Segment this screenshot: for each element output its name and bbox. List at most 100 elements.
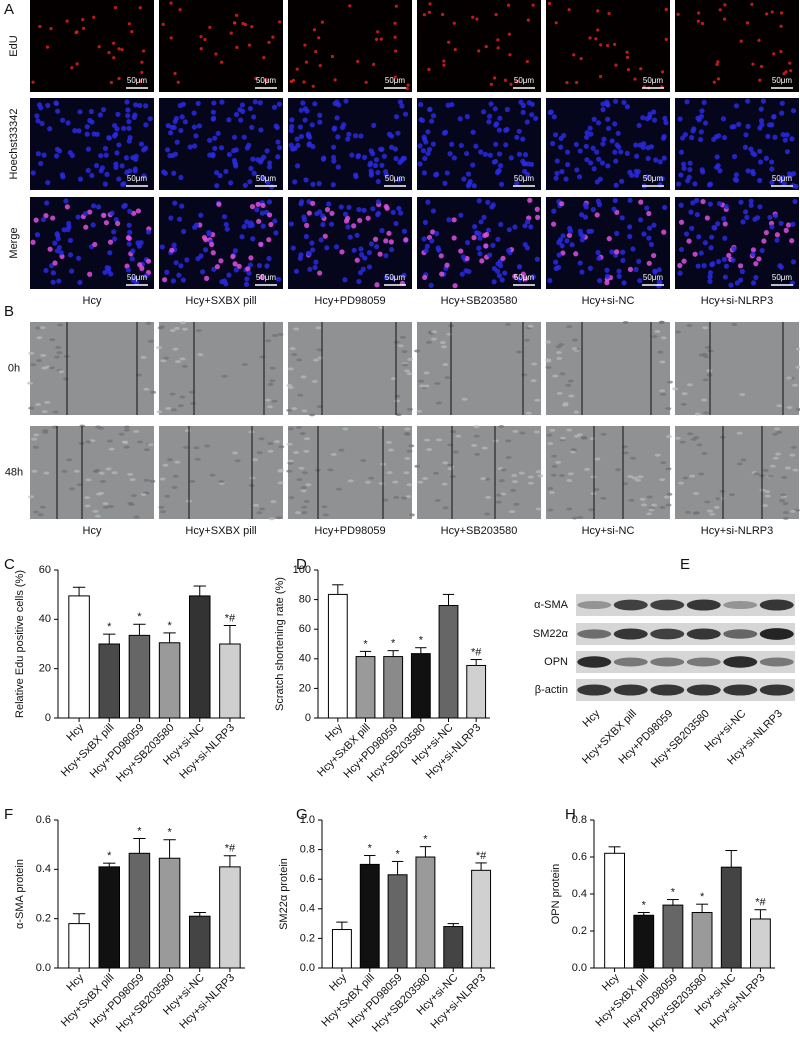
cell <box>500 468 507 472</box>
image-bg <box>159 426 283 519</box>
cell <box>471 183 477 189</box>
cell <box>426 340 433 344</box>
cell <box>681 392 688 396</box>
cell <box>611 206 617 212</box>
cell <box>559 201 565 207</box>
cell <box>393 399 400 403</box>
bar <box>604 852 626 969</box>
cell <box>295 426 302 430</box>
cell <box>296 477 303 481</box>
bar <box>691 912 713 969</box>
cell <box>189 479 196 483</box>
cell <box>676 181 682 187</box>
cell <box>85 478 92 482</box>
cell <box>694 197 700 203</box>
micrograph: 50μm <box>417 98 541 190</box>
cell <box>295 511 302 515</box>
cell <box>493 141 499 147</box>
cell <box>133 153 139 159</box>
cell <box>427 67 431 72</box>
cell <box>171 242 177 248</box>
cell <box>566 232 573 238</box>
cell <box>213 169 220 176</box>
cell <box>780 132 786 138</box>
cell <box>84 496 91 500</box>
scale-bar-label: 50μm <box>127 273 148 282</box>
cell <box>264 263 270 269</box>
cell <box>290 245 296 251</box>
cell <box>486 252 493 258</box>
cell <box>693 492 700 496</box>
blot-band <box>650 684 685 696</box>
group-label: Hcy <box>83 525 102 537</box>
cell <box>594 212 600 218</box>
cell <box>328 221 335 227</box>
cell <box>426 448 433 452</box>
cell <box>303 43 307 47</box>
cell <box>648 144 655 150</box>
cell <box>486 119 492 125</box>
cell <box>722 221 728 227</box>
cell <box>481 446 488 450</box>
cell <box>116 176 122 182</box>
cell <box>489 82 493 86</box>
cell <box>218 258 224 264</box>
cell <box>627 233 633 240</box>
cell <box>571 338 578 342</box>
y-tick-label: 0.2 <box>300 932 315 944</box>
cell <box>123 445 130 449</box>
scale-bar-label: 50μm <box>127 174 148 183</box>
x-tick-label: Hcy <box>600 971 622 993</box>
cell <box>485 495 492 499</box>
cell <box>231 134 238 140</box>
cell <box>758 118 765 124</box>
cell <box>763 229 769 236</box>
cell <box>258 437 265 441</box>
cell <box>31 469 38 473</box>
cell <box>351 223 357 229</box>
cell <box>138 141 145 147</box>
cell <box>614 230 620 237</box>
bar <box>158 857 181 969</box>
cell <box>132 112 138 118</box>
cell <box>535 470 542 474</box>
cell <box>765 133 771 139</box>
cell <box>267 449 274 453</box>
cell <box>98 168 104 174</box>
cell <box>35 118 41 124</box>
cell <box>721 256 728 262</box>
micrograph: 50μm <box>288 197 412 289</box>
blot-band <box>759 628 794 640</box>
bar <box>410 653 431 719</box>
cell <box>564 149 571 155</box>
cell <box>192 143 198 149</box>
cell <box>574 167 580 173</box>
cell <box>267 442 274 446</box>
cell <box>656 267 662 273</box>
cell <box>576 433 583 437</box>
cell <box>301 409 308 413</box>
cell <box>364 480 371 484</box>
cell <box>251 114 257 120</box>
cell <box>577 260 583 266</box>
cell <box>34 232 41 238</box>
cell <box>172 200 178 206</box>
cell <box>720 116 727 122</box>
cell <box>43 213 49 219</box>
cell <box>317 356 324 360</box>
cell <box>275 154 281 160</box>
cell <box>686 383 693 387</box>
cell <box>478 149 484 155</box>
row-label: EdU <box>8 35 20 56</box>
cell <box>28 406 35 410</box>
cell <box>143 387 150 391</box>
cell <box>98 426 105 430</box>
cell <box>320 213 326 219</box>
cell <box>161 169 167 175</box>
cell <box>257 100 263 106</box>
cell <box>547 109 553 116</box>
cell <box>718 8 722 12</box>
cell <box>193 222 200 228</box>
cell <box>624 150 630 157</box>
cell <box>234 459 241 463</box>
